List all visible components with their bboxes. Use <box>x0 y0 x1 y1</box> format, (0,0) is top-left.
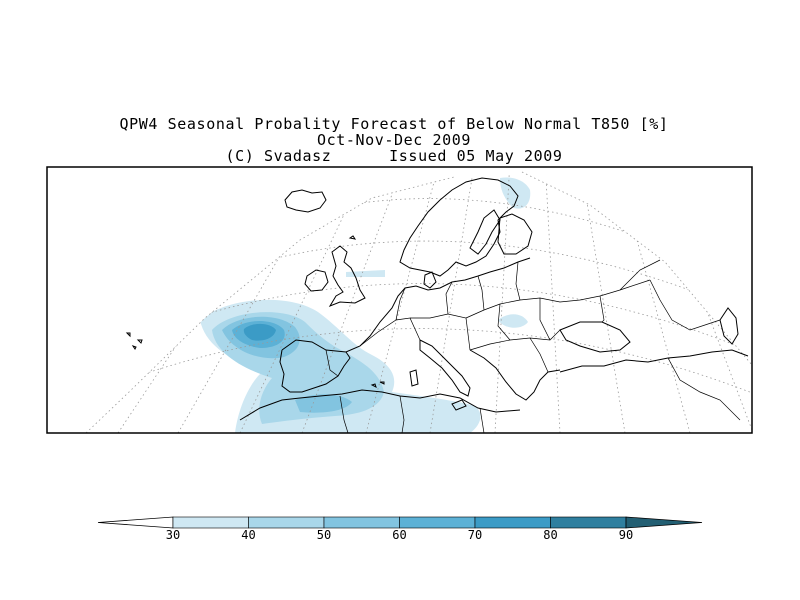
colorbar-segment-50 <box>323 516 400 529</box>
coast-scandinavia <box>399 177 519 277</box>
colorbar-high-arrow <box>625 516 703 529</box>
title-line-2: Oct-Nov-Dec 2009 <box>316 131 472 149</box>
coast-black-sea <box>559 321 631 353</box>
coast-caspian <box>719 307 739 345</box>
colorbar-label-30: 30 <box>165 528 181 542</box>
colorbar-label-90: 90 <box>618 528 634 542</box>
colorbar-label-60: 60 <box>392 528 407 542</box>
coast-balkans <box>469 349 561 401</box>
coast-turkey <box>559 349 749 373</box>
title-line-3: (C) Svadasz Issued 05 May 2009 <box>225 147 563 165</box>
coast-denmark <box>423 271 437 289</box>
colorbar-segment-60 <box>399 516 476 529</box>
colorbar-label-40: 40 <box>241 528 256 542</box>
colorbar-label-70: 70 <box>467 528 483 542</box>
probability-shading <box>200 177 531 433</box>
colorbar-segment-70 <box>474 516 551 529</box>
map-frame <box>46 166 753 434</box>
colorbar-low-arrow <box>97 516 174 529</box>
coast-italy <box>419 339 471 397</box>
colorbar-segment-80 <box>550 516 627 529</box>
coastlines <box>125 177 749 421</box>
colorbar-segment-30 <box>172 516 249 529</box>
shade-50-morocco <box>295 394 352 413</box>
country-borders <box>325 259 741 433</box>
shade-30-hungary <box>498 314 528 328</box>
colorbar-segment-40 <box>248 516 325 529</box>
coast-great-britain <box>328 245 366 308</box>
colorbar-label-80: 80 <box>543 528 558 542</box>
coast-ireland <box>304 269 329 292</box>
shade-30-bay <box>346 270 385 277</box>
coast-iberia <box>279 349 351 393</box>
coast-finland <box>497 213 533 255</box>
coast-north-africa <box>239 389 521 421</box>
colorbar-label-50: 50 <box>316 528 332 542</box>
colorbar-bar <box>97 516 703 529</box>
map-title: QPW4 Seasonal Probality Forecast of Belo… <box>0 116 788 164</box>
title-line-1: QPW4 Seasonal Probality Forecast of Belo… <box>119 115 669 133</box>
shade-70-atlantic <box>243 323 276 341</box>
coast-iceland <box>284 189 327 213</box>
